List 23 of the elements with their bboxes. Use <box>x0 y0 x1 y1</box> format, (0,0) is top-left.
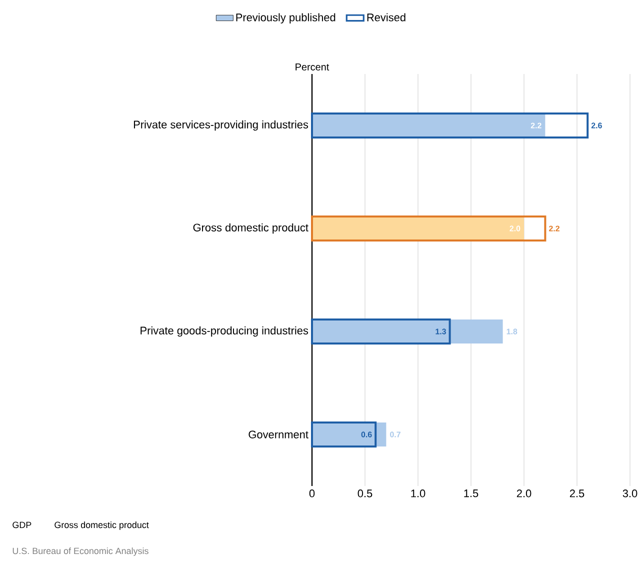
x-tick-label: 2.0 <box>516 490 532 498</box>
x-tick-label: 3.0 <box>622 490 638 498</box>
bar <box>311 422 377 448</box>
y-tick-label: Government <box>248 430 308 438</box>
text: Gross domestic product <box>54 522 149 530</box>
bar <box>311 318 451 345</box>
y-tick-label: Private services-providing industries <box>134 120 308 131</box>
text: U.S. Bureau of Economic Analysis <box>12 548 148 556</box>
y-tick-label: Private goods-producing industries <box>140 326 308 337</box>
text: GDP <box>12 522 32 528</box>
legend-label: Revised <box>367 13 406 22</box>
bar <box>312 114 546 138</box>
x-tick-label: 0 <box>309 490 315 498</box>
x-axis-title: Percent <box>296 64 330 70</box>
x-tick-label: 0.5 <box>358 490 372 498</box>
bar <box>311 112 589 138</box>
bar <box>312 320 503 344</box>
x-tick-label: 2.5 <box>570 490 584 498</box>
x-tick-label: 1.0 <box>411 490 426 498</box>
x-tick-label: 1.5 <box>464 490 478 498</box>
bar <box>311 216 546 242</box>
y-tick-label: Gross domestic product <box>193 223 308 234</box>
legend-label: Previously published <box>236 13 336 24</box>
